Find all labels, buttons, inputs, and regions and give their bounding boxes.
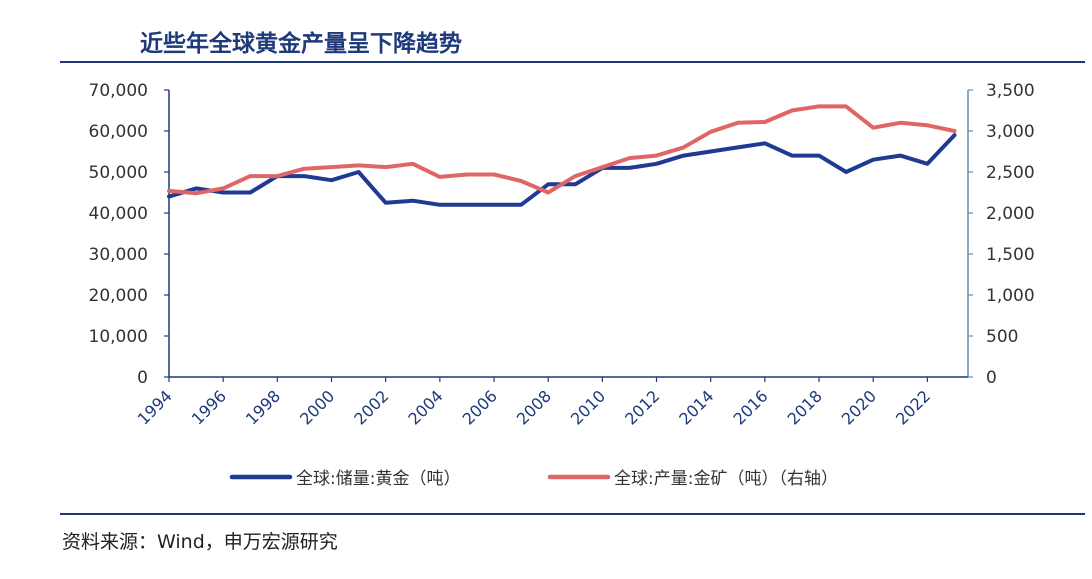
x-tick-label: 2002 (350, 386, 392, 428)
left-tick-label: 60,000 (89, 122, 148, 142)
x-axis-ticks: 1994 1996 1998 2000 2002 2004 2006 2008 2010 2012… (134, 377, 934, 429)
right-tick-label: 1,500 (986, 245, 1035, 265)
x-tick-label: 1994 (134, 386, 176, 428)
source-note: 资料来源：Wind，申万宏源研究 (62, 531, 338, 553)
x-tick-label: 2018 (784, 386, 826, 428)
right-tick-label: 0 (986, 368, 997, 388)
legend-label-1: 全球:储量:黄金（吨） (296, 469, 460, 489)
page-title: 近些年全球黄金产量呈下降趋势 (140, 31, 462, 57)
x-tick-label: 2020 (838, 386, 880, 428)
left-tick-label: 10,000 (89, 327, 148, 347)
legend-label-2: 全球:产量:金矿（吨）（右轴） (614, 469, 838, 489)
left-tick-label: 50,000 (89, 163, 148, 183)
title-divider (60, 61, 1085, 63)
series-line-1 (167, 133, 957, 207)
x-tick-label: 2012 (621, 386, 663, 428)
right-tick-label: 3,000 (986, 122, 1035, 142)
left-tick-label: 20,000 (89, 286, 148, 306)
right-tick-label: 2,500 (986, 163, 1035, 183)
x-tick-label: 1998 (242, 386, 284, 428)
right-tick-label: 1,000 (986, 286, 1035, 306)
left-tick-label: 40,000 (89, 204, 148, 224)
right-tick-label: 500 (986, 327, 1018, 347)
chart-axes (168, 90, 969, 378)
x-tick-label: 2004 (404, 386, 446, 428)
source-divider (60, 513, 1085, 515)
x-tick-label: 2008 (513, 386, 555, 428)
x-tick-label: 2006 (459, 386, 501, 428)
right-tick-label: 2,000 (986, 204, 1035, 224)
right-tick-label: 3,500 (986, 81, 1035, 101)
x-tick-label: 2010 (567, 386, 609, 428)
left-tick-label: 30,000 (89, 245, 148, 265)
left-tick-label: 70,000 (89, 81, 148, 101)
left-tick-label: 0 (137, 368, 148, 388)
right-axis-ticks: 0 500 1,000 1,500 2,000 2,500 3,000 3,500 (968, 81, 1035, 388)
series-lines (167, 104, 957, 207)
x-tick-label: 1996 (188, 386, 230, 428)
left-axis-ticks: 0 10,000 20,000 30,000 40,000 50,000 60,000 70,… (89, 81, 169, 388)
x-tick-label: 2022 (892, 386, 934, 428)
x-tick-label: 2000 (296, 386, 338, 428)
series-line-2 (167, 104, 957, 196)
legend: 全球:储量:黄金（吨） 全球:产量:金矿（吨）（右轴） (229, 469, 838, 489)
x-tick-label: 2016 (729, 386, 771, 428)
x-tick-label: 2014 (675, 386, 717, 428)
